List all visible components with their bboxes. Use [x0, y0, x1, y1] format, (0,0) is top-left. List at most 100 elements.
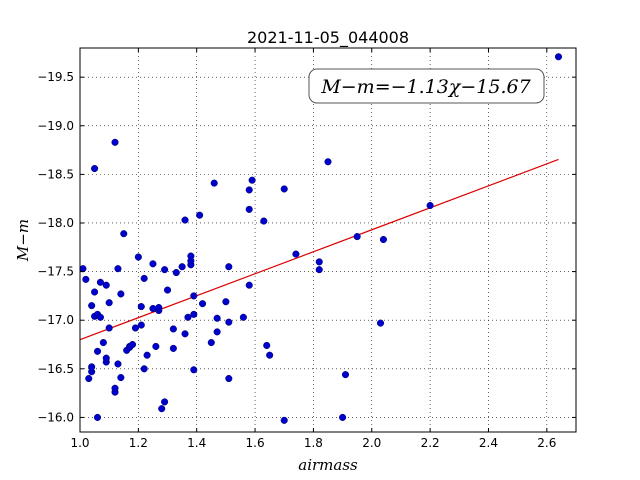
data-point: [82, 275, 90, 283]
data-point: [245, 281, 253, 289]
data-point: [292, 250, 300, 258]
fit-equation-box: M−m=−1.13χ−15.67: [308, 68, 545, 104]
data-point: [114, 360, 122, 368]
data-point: [225, 263, 233, 271]
axis-ticks: 1.0 1.2 1.4 1.6 1.8 2.0 2.2 2.4 2.6 −16.0 −16.5 −17…: [37, 48, 576, 450]
data-point: [117, 374, 125, 382]
x-tick-label: 1.0: [70, 436, 89, 450]
data-point: [376, 319, 385, 327]
data-point: [315, 266, 323, 274]
data-point: [134, 253, 142, 261]
data-point: [184, 313, 192, 321]
data-point: [163, 286, 172, 294]
data-point: [213, 314, 221, 322]
data-point: [79, 265, 87, 273]
data-point: [239, 313, 247, 321]
data-point: [426, 201, 434, 210]
x-axis-title: airmass: [298, 456, 358, 474]
data-point: [102, 281, 110, 289]
data-point: [91, 288, 99, 296]
data-point: [225, 374, 233, 383]
data-point: [196, 211, 204, 219]
x-tick-label: 1.4: [187, 436, 206, 450]
data-point: [158, 405, 166, 413]
data-point: [280, 185, 288, 193]
data-point: [225, 318, 233, 326]
data-points: [79, 53, 563, 424]
y-tick-label: −19.5: [37, 70, 74, 84]
data-point: [161, 398, 169, 406]
data-point: [93, 347, 102, 355]
data-point: [102, 354, 110, 362]
data-point: [96, 313, 104, 321]
data-point: [105, 299, 113, 307]
data-point: [341, 371, 350, 379]
data-point: [137, 321, 145, 329]
data-point: [324, 158, 332, 166]
data-point: [379, 235, 387, 244]
data-point: [207, 339, 215, 347]
data-point: [245, 205, 253, 213]
data-point: [190, 292, 198, 300]
data-point: [93, 413, 102, 421]
data-point: [105, 324, 113, 332]
data-point: [143, 351, 151, 359]
data-point: [222, 298, 230, 306]
data-point: [161, 266, 169, 274]
y-tick-label: −18.0: [37, 216, 74, 230]
data-point: [155, 304, 163, 312]
data-point: [190, 310, 198, 318]
x-tick-label: 2.4: [479, 436, 498, 450]
data-point: [210, 179, 218, 187]
data-point: [266, 351, 274, 359]
x-tick-label: 1.2: [129, 436, 148, 450]
data-point: [140, 365, 148, 373]
x-tick-label: 1.6: [246, 436, 265, 450]
x-tick-label: 2.0: [362, 436, 381, 450]
data-point: [190, 366, 198, 374]
data-point: [88, 302, 96, 310]
data-point: [128, 340, 137, 349]
data-point: [152, 342, 160, 351]
data-point: [315, 258, 323, 266]
data-point: [187, 252, 195, 260]
y-tick-label: −17.5: [37, 265, 74, 279]
y-tick-label: −17.0: [37, 313, 74, 327]
data-point: [111, 384, 119, 392]
data-point: [353, 233, 361, 241]
data-point: [140, 274, 148, 282]
data-point: [169, 325, 177, 333]
y-tick-label: −18.5: [37, 167, 74, 181]
y-tick-label: −16.0: [37, 410, 74, 424]
data-point: [114, 265, 122, 273]
data-point: [245, 186, 253, 194]
data-point: [99, 339, 107, 347]
data-point: [181, 330, 189, 338]
annotation-box: [308, 68, 545, 104]
data-point: [198, 300, 207, 308]
data-point: [88, 363, 96, 371]
data-point: [280, 416, 288, 424]
x-tick-label: 2.6: [537, 436, 556, 450]
data-point: [248, 176, 256, 184]
data-point: [260, 217, 268, 225]
x-tick-label: 1.8: [304, 436, 323, 450]
y-tick-label: −19.0: [37, 119, 74, 133]
data-point: [172, 269, 180, 277]
plot-frame: [79, 47, 577, 433]
data-point: [181, 216, 189, 224]
grid-lines: [79, 48, 576, 432]
y-axis-title: M−m: [14, 219, 32, 262]
data-point: [339, 413, 347, 421]
y-tick-label: −16.5: [37, 362, 74, 376]
data-point: [137, 303, 145, 311]
data-point: [554, 53, 563, 61]
data-point: [111, 138, 119, 146]
chart-title: 2021-11-05_044008: [247, 28, 409, 48]
data-point: [120, 230, 128, 238]
fit-equation-text: M−m=−1.13χ−15.67: [320, 76, 531, 98]
data-point: [91, 164, 99, 173]
data-point: [263, 341, 271, 350]
data-point: [213, 328, 221, 336]
